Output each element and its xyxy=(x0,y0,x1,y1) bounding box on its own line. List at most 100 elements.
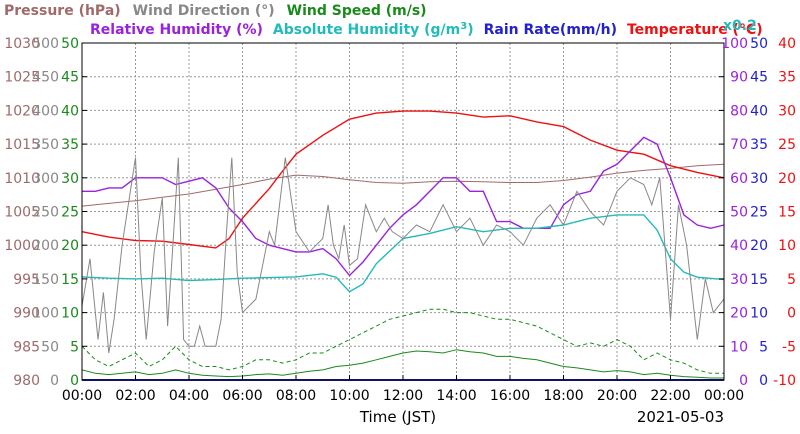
x-tick-label: 20:00 xyxy=(597,388,637,404)
y-axes: 1030102510201015101010051000995990985980… xyxy=(4,36,796,389)
y-tick-label-wind_speed: 20 xyxy=(61,238,79,254)
series-wind_speed_gust xyxy=(81,308,724,374)
x-tick-label: 00:00 xyxy=(704,388,744,404)
y-tick-label-rh: 40 xyxy=(730,238,748,254)
x-tick-label: 16:00 xyxy=(490,388,530,404)
y-tick-label-wind_dir: 400 xyxy=(32,103,59,119)
x-tick-label: 02:00 xyxy=(115,388,155,404)
y-tick-label-pressure: 990 xyxy=(13,306,40,322)
legend-pressure: Pressure (hPa) xyxy=(4,3,121,19)
x-tick-label: 12:00 xyxy=(383,388,423,404)
y-tick-label-wind_dir: 500 xyxy=(32,36,59,52)
y-tick-label-rh: 30 xyxy=(730,272,748,288)
y-tick-label-temp: 5 xyxy=(787,272,796,288)
y-tick-label-rain: 5 xyxy=(759,339,768,355)
y-tick-label-wind_speed: 15 xyxy=(61,272,79,288)
y-tick-label-rh: 80 xyxy=(730,103,748,119)
grid xyxy=(82,43,724,380)
y-tick-label-rh: 0 xyxy=(739,373,748,389)
x-tick-label: 10:00 xyxy=(329,388,369,404)
legend: Pressure (hPa) Wind Direction (°) Wind Spe… xyxy=(4,3,763,38)
legend-rain: Rain Rate(mm/h) xyxy=(484,22,617,38)
y-tick-label-pressure: 985 xyxy=(13,339,40,355)
series-wind_speed xyxy=(81,349,724,379)
y-tick-label-temp: 35 xyxy=(778,70,796,86)
y-tick-label-pressure: 1025 xyxy=(4,70,40,86)
y-tick-label-wind_speed: 45 xyxy=(61,70,79,86)
y-tick-label-pressure: 1015 xyxy=(4,137,40,153)
y-tick-label-rain: 50 xyxy=(750,36,768,52)
y-tick-label-rain: 45 xyxy=(750,70,768,86)
y-tick-label-wind_dir: 100 xyxy=(32,306,59,322)
y-tick-label-wind_speed: 10 xyxy=(61,306,79,322)
y-tick-label-pressure: 1000 xyxy=(4,238,40,254)
y-tick-label-rh: 60 xyxy=(730,171,748,187)
y-tick-label-temp: -10 xyxy=(773,373,796,389)
y-tick-label-wind_dir: 0 xyxy=(50,373,59,389)
legend-wind_dir: Wind Direction (°) xyxy=(133,3,275,19)
y-tick-label-pressure: 995 xyxy=(13,272,40,288)
legend-temp: Temperature (°C) xyxy=(627,22,763,38)
series-pressure xyxy=(81,163,725,207)
date-label: 2021-05-03 xyxy=(637,408,724,426)
y-tick-label-wind_dir: 450 xyxy=(32,70,59,86)
y-tick-label-pressure: 1030 xyxy=(4,36,40,52)
y-tick-label-wind_speed: 30 xyxy=(61,171,79,187)
y-tick-label-rain: 20 xyxy=(750,238,768,254)
y-tick-label-rain: 25 xyxy=(750,205,768,221)
x-tick-label: 04:00 xyxy=(169,388,209,404)
y-tick-label-rh: 90 xyxy=(730,70,748,86)
x-tick-label: 00:00 xyxy=(62,388,102,404)
y-tick-label-wind_speed: 40 xyxy=(61,103,79,119)
y-tick-label-rh: 70 xyxy=(730,137,748,153)
y-tick-label-pressure: 1010 xyxy=(4,171,40,187)
y-tick-label-temp: 30 xyxy=(778,103,796,119)
y-tick-label-temp: 15 xyxy=(778,205,796,221)
y-tick-label-temp: -5 xyxy=(782,339,796,355)
y-tick-label-pressure: 980 xyxy=(13,373,40,389)
x-tick-label: 18:00 xyxy=(543,388,583,404)
x-axis-label: Time (JST) xyxy=(359,408,436,426)
x-tick-label: 14:00 xyxy=(436,388,476,404)
y-tick-label-wind_speed: 5 xyxy=(70,339,79,355)
y-tick-label-rain: 15 xyxy=(750,272,768,288)
y-tick-label-wind_dir: 150 xyxy=(32,272,59,288)
y-tick-label-temp: 40 xyxy=(778,36,796,52)
y-tick-label-rh: 100 xyxy=(721,36,748,52)
ah-scale-note: x0.2 xyxy=(723,18,757,34)
legend-rh: Relative Humidity (%) xyxy=(90,22,263,38)
y-tick-label-wind_dir: 350 xyxy=(32,137,59,153)
y-tick-label-temp: 10 xyxy=(778,238,796,254)
x-tick-label: 06:00 xyxy=(222,388,262,404)
x-tick-label: 22:00 xyxy=(650,388,690,404)
y-tick-label-pressure: 1005 xyxy=(4,205,40,221)
y-tick-label-wind_dir: 50 xyxy=(41,339,59,355)
legend-wind_speed: Wind Speed (m/s) xyxy=(287,3,427,19)
y-tick-label-rh: 50 xyxy=(730,205,748,221)
series-temp xyxy=(81,110,725,249)
y-tick-label-wind_dir: 300 xyxy=(32,171,59,187)
legend-ah: Absolute Humidity (g/m3) xyxy=(273,21,474,39)
y-tick-label-rain: 35 xyxy=(750,137,768,153)
x-axis: 00:00 02:00 04:00 06:00 08:00 10:00 12:00 14:00… xyxy=(62,375,744,404)
y-tick-label-rain: 30 xyxy=(750,171,768,187)
y-tick-label-temp: 20 xyxy=(778,171,796,187)
y-tick-label-temp: 25 xyxy=(778,137,796,153)
y-tick-label-rain: 0 xyxy=(759,373,768,389)
y-tick-label-pressure: 1020 xyxy=(4,103,40,119)
y-tick-label-rain: 40 xyxy=(750,103,768,119)
y-tick-label-temp: 0 xyxy=(787,306,796,322)
series-rh xyxy=(82,136,725,277)
y-tick-label-wind_dir: 200 xyxy=(32,238,59,254)
y-tick-label-wind_speed: 35 xyxy=(61,137,79,153)
series-wind_dir xyxy=(81,157,725,354)
x-tick-label: 08:00 xyxy=(276,388,316,404)
y-tick-label-rain: 10 xyxy=(750,306,768,322)
y-tick-label-wind_dir: 250 xyxy=(32,205,59,221)
y-tick-label-rh: 20 xyxy=(730,306,748,322)
y-tick-label-wind_speed: 25 xyxy=(61,205,79,221)
y-tick-label-wind_speed: 50 xyxy=(61,36,79,52)
y-tick-label-rh: 10 xyxy=(730,339,748,355)
y-tick-label-wind_speed: 0 xyxy=(70,373,79,389)
